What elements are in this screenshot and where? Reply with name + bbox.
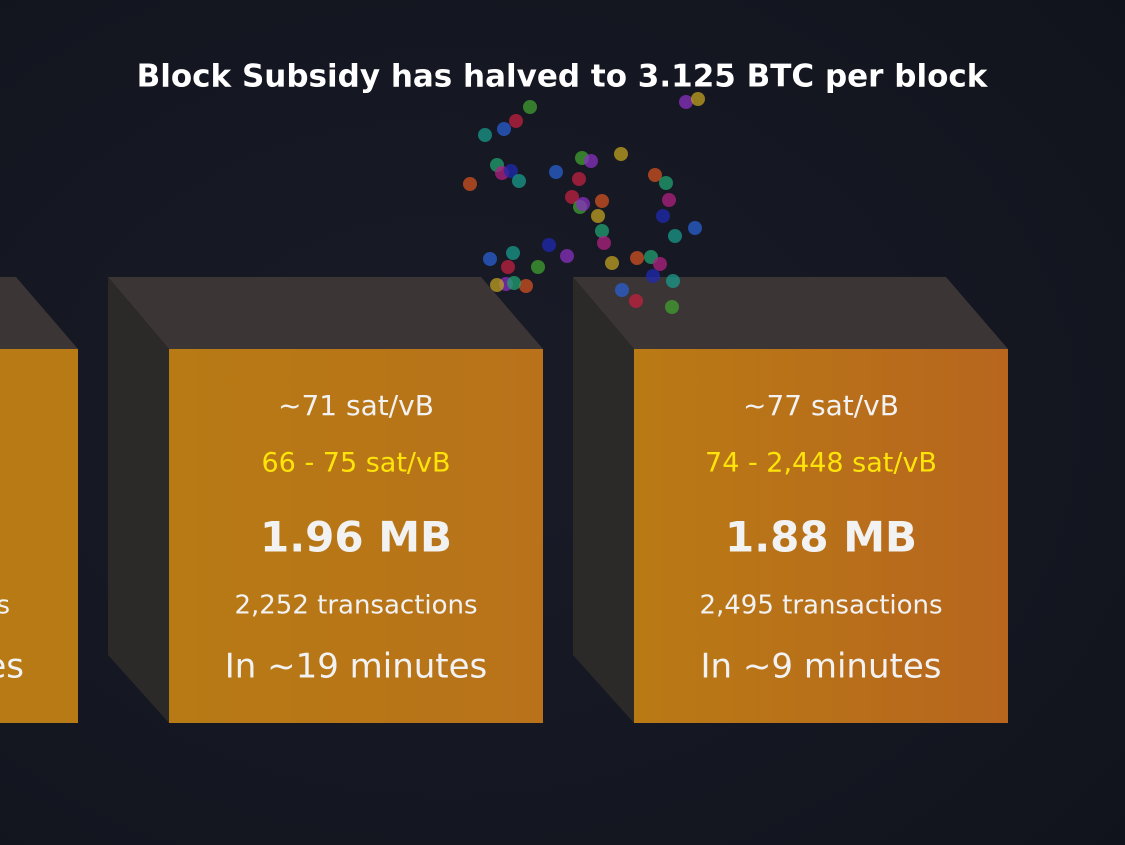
confetti-dot <box>666 274 680 288</box>
confetti-dot <box>478 128 492 142</box>
confetti-dot <box>614 147 628 161</box>
confetti-dot <box>615 283 629 297</box>
confetti <box>463 92 705 314</box>
confetti-dot <box>576 197 590 211</box>
confetti-dot <box>656 209 670 223</box>
block: ~77 sat/vB 74 - 2,448 sat/vB 1.88 MB 2,495 … <box>573 277 1008 723</box>
confetti-dot <box>549 165 563 179</box>
block-side <box>573 277 634 723</box>
confetti-dot <box>542 238 556 252</box>
confetti-dot <box>584 154 598 168</box>
transactions: ns <box>0 591 10 621</box>
confetti-dot <box>665 300 679 314</box>
blocks: ~71 sat/vB 66 - 75 sat/vB 1.96 MB 2,252 tra… <box>108 277 1008 723</box>
confetti-dot <box>659 176 673 190</box>
confetti-dot <box>501 260 515 274</box>
confetti-dot <box>560 249 574 263</box>
confetti-dot <box>463 177 477 191</box>
confetti-dot <box>591 209 605 223</box>
confetti-dot <box>572 172 586 186</box>
confetti-dot <box>630 251 644 265</box>
block-front <box>169 349 543 723</box>
transactions: 2,252 transactions <box>234 591 477 621</box>
block-front <box>634 349 1008 723</box>
confetti-dot <box>523 100 537 114</box>
block-top <box>573 277 1008 349</box>
confetti-dot <box>512 174 526 188</box>
confetti-dot <box>688 221 702 235</box>
confetti-dot <box>597 236 611 250</box>
partial-block: ns es <box>0 277 78 723</box>
confetti-dot <box>595 224 609 238</box>
eta: In ~9 minutes <box>701 647 942 687</box>
confetti-dot <box>507 276 521 290</box>
confetti-dot <box>648 168 662 182</box>
fee-range: 74 - 2,448 sat/vB <box>705 448 937 479</box>
block-top <box>0 277 78 349</box>
median-fee: ~71 sat/vB <box>278 389 434 422</box>
confetti-dot <box>653 257 667 271</box>
confetti-dot <box>497 122 511 136</box>
confetti-dot <box>646 269 660 283</box>
confetti-dot <box>565 190 579 204</box>
transactions: 2,495 transactions <box>699 591 942 621</box>
confetti-dot <box>506 246 520 260</box>
block-front <box>0 349 78 723</box>
confetti-dot <box>509 114 523 128</box>
confetti-dot <box>605 256 619 270</box>
confetti-dot <box>519 279 533 293</box>
confetti-dot <box>691 92 705 106</box>
fee-range: 66 - 75 sat/vB <box>262 448 451 479</box>
block-side <box>108 277 169 723</box>
confetti-dot <box>595 194 609 208</box>
confetti-dot <box>531 260 545 274</box>
block: ~71 sat/vB 66 - 75 sat/vB 1.96 MB 2,252 tra… <box>108 277 543 723</box>
confetti-dot <box>490 278 504 292</box>
block-size: 1.96 MB <box>260 513 452 562</box>
confetti-dot <box>629 294 643 308</box>
confetti-dot <box>504 164 518 178</box>
confetti-dot <box>662 193 676 207</box>
block-size: 1.88 MB <box>725 513 917 562</box>
eta: es <box>0 647 24 687</box>
confetti-dot <box>483 252 497 266</box>
eta: In ~19 minutes <box>225 647 488 687</box>
title: Block Subsidy has halved to 3.125 BTC pe… <box>137 59 989 95</box>
confetti-dot <box>679 95 693 109</box>
median-fee: ~77 sat/vB <box>743 389 899 422</box>
block-top <box>108 277 543 349</box>
confetti-dot <box>668 229 682 243</box>
